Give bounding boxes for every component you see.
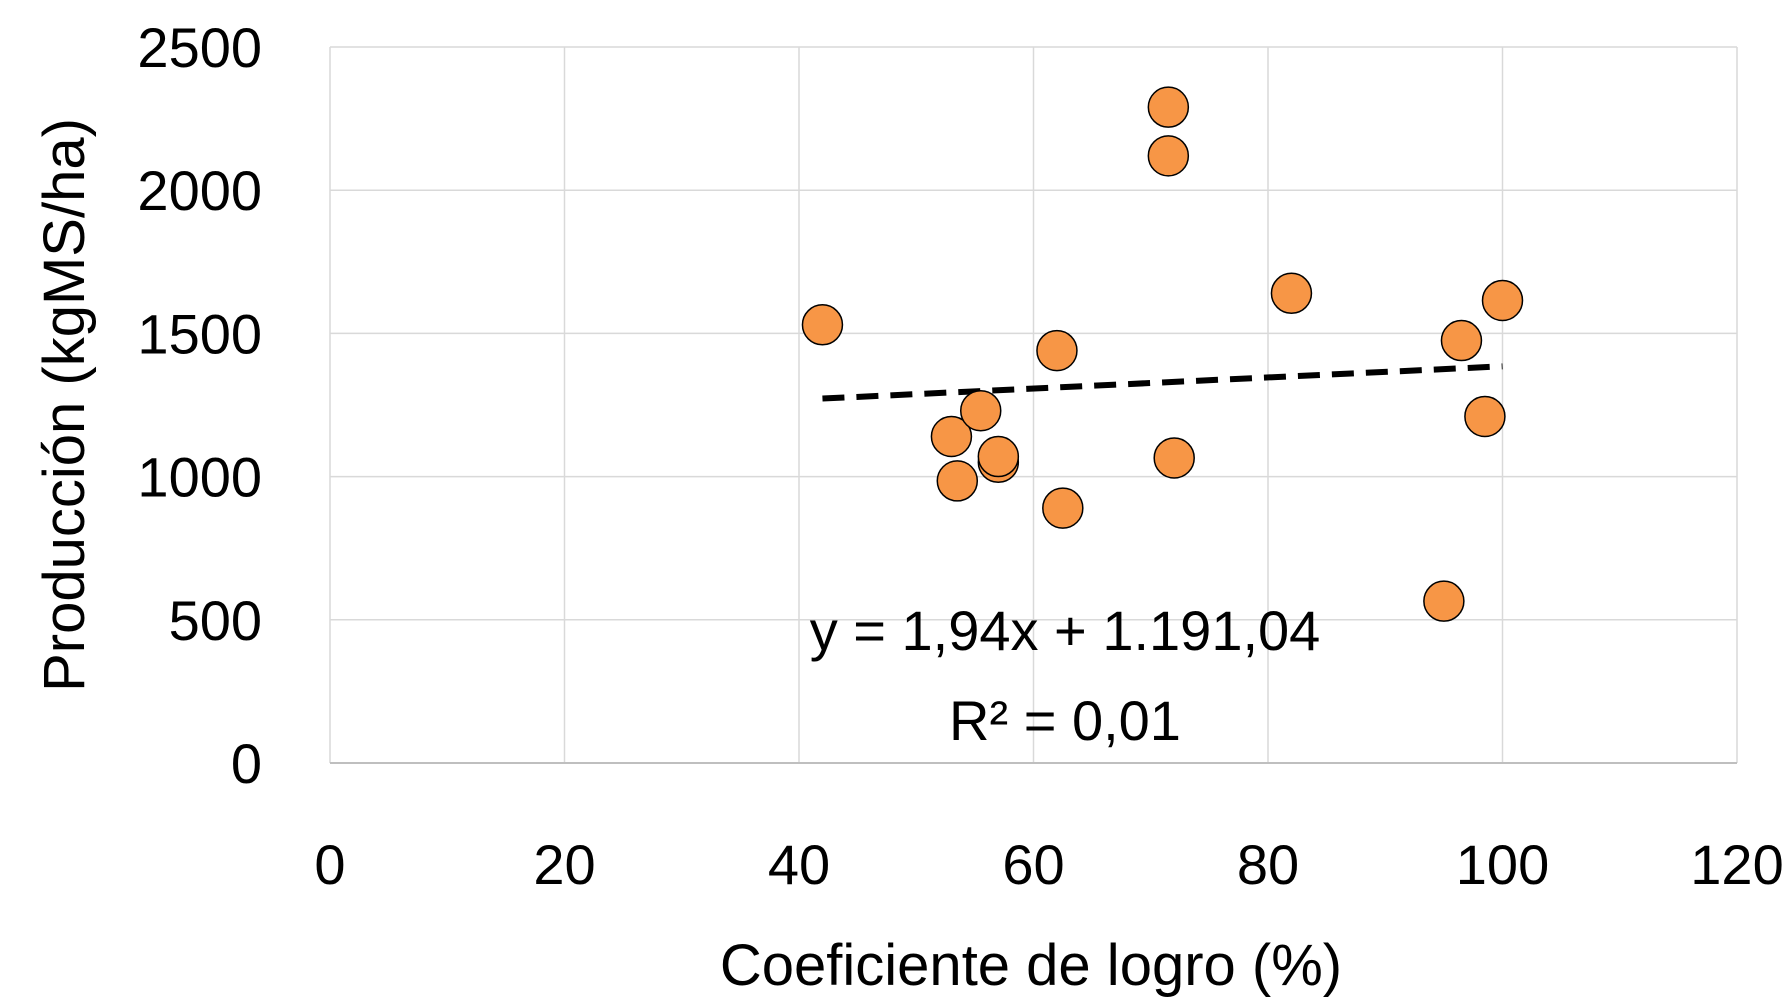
points-layer bbox=[801, 86, 1524, 622]
y-tick-label: 2500 bbox=[137, 16, 262, 79]
data-point bbox=[959, 389, 1002, 432]
trendline-equation: y = 1,94x + 1.191,04 bbox=[810, 599, 1321, 662]
trendline-r2: R² = 0,01 bbox=[949, 689, 1181, 752]
grid-layer bbox=[329, 46, 1738, 764]
x-tick-label: 100 bbox=[1456, 833, 1549, 896]
y-tick-label: 500 bbox=[169, 589, 262, 652]
y-tick-label: 2000 bbox=[137, 159, 262, 222]
data-point bbox=[1440, 319, 1483, 362]
x-tick-label: 0 bbox=[314, 833, 345, 896]
data-point bbox=[1147, 135, 1190, 177]
x-tick-label: 20 bbox=[533, 833, 595, 896]
trendline-layer bbox=[822, 363, 1503, 402]
y-tick-label: 0 bbox=[231, 732, 262, 795]
trendline bbox=[822, 363, 1503, 402]
data-point bbox=[1481, 279, 1524, 322]
data-point bbox=[1147, 86, 1190, 128]
data-point bbox=[977, 435, 1020, 478]
x-tick-label: 120 bbox=[1690, 833, 1783, 896]
x-tick-label: 60 bbox=[1002, 833, 1064, 896]
data-point bbox=[1423, 580, 1465, 622]
x-axis-title: Coeficiente de logro (%) bbox=[720, 933, 1342, 997]
y-tick-label: 1000 bbox=[137, 446, 262, 509]
data-point bbox=[801, 304, 844, 346]
y-tick-label: 1500 bbox=[137, 302, 262, 365]
data-point bbox=[1042, 487, 1084, 529]
x-tick-label: 80 bbox=[1237, 833, 1299, 896]
x-tick-labels: 0 20 40 60 80 100 120 bbox=[314, 833, 1783, 896]
x-tick-label: 40 bbox=[768, 833, 830, 896]
data-point bbox=[1270, 272, 1313, 315]
data-point bbox=[1153, 437, 1195, 479]
y-tick-labels: 0 500 1000 1500 2000 2500 bbox=[137, 16, 262, 795]
data-point bbox=[1036, 329, 1078, 372]
data-point bbox=[936, 460, 979, 502]
data-point bbox=[930, 415, 973, 458]
data-point bbox=[1464, 395, 1506, 438]
y-axis-title: Producción (kgMS/ha) bbox=[32, 118, 97, 692]
